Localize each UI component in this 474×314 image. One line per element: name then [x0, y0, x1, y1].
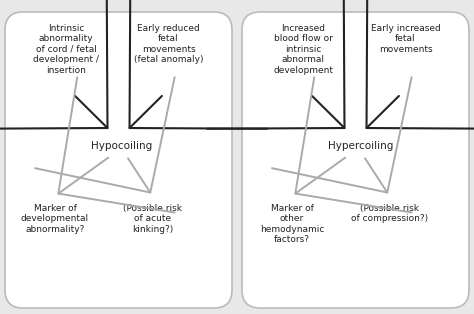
Text: Hypercoiling: Hypercoiling: [328, 141, 393, 151]
Text: (Possible risk
of acute
kinking?): (Possible risk of acute kinking?): [123, 204, 182, 234]
Text: Marker of
other
hemodynamic
factors?: Marker of other hemodynamic factors?: [260, 204, 324, 244]
Text: Intrinsic
abnormality
of cord / fetal
development /
insertion: Intrinsic abnormality of cord / fetal de…: [33, 24, 99, 75]
Text: Early increased
fetal
movements: Early increased fetal movements: [371, 24, 440, 54]
Text: Marker of
developmental
abnormality?: Marker of developmental abnormality?: [21, 204, 89, 234]
Text: Early reduced
fetal
movements
(fetal anomaly): Early reduced fetal movements (fetal ano…: [134, 24, 203, 64]
FancyBboxPatch shape: [242, 12, 469, 308]
Text: Increased
blood flow or
intrinsic
abnormal
development: Increased blood flow or intrinsic abnorm…: [273, 24, 333, 75]
Text: (Possible risk
of compression?): (Possible risk of compression?): [351, 204, 428, 223]
Text: Hypocoiling: Hypocoiling: [91, 141, 153, 151]
FancyBboxPatch shape: [5, 12, 232, 308]
